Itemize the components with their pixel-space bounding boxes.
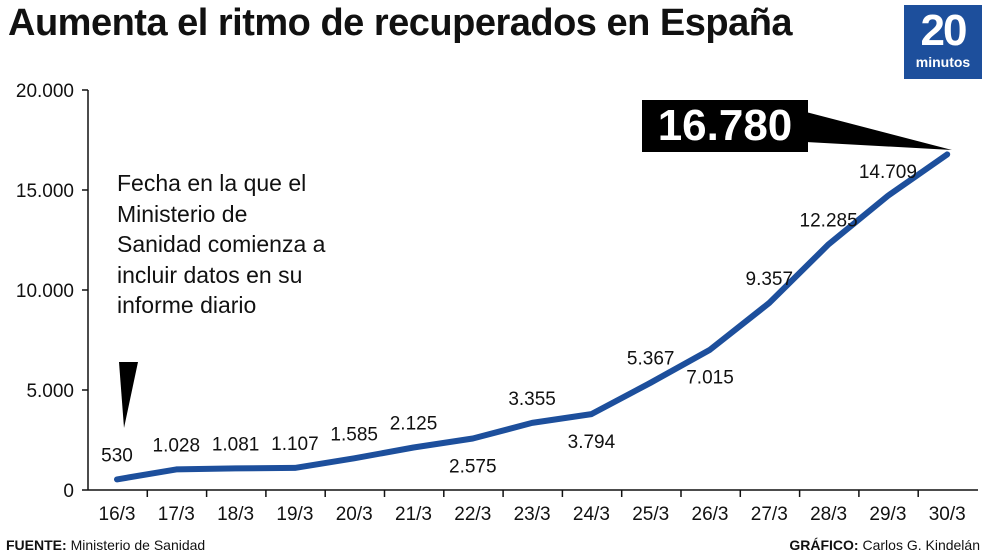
data-label: 7.015 <box>686 368 734 389</box>
credit-text: Carlos G. Kindelán <box>862 537 980 553</box>
highlight-pointer <box>806 112 952 150</box>
x-tick-label: 19/3 <box>276 504 313 525</box>
data-label: 2.575 <box>449 457 497 478</box>
x-tick-label: 16/3 <box>99 504 136 525</box>
y-tick-label: 5.000 <box>26 381 74 402</box>
data-label: 3.355 <box>508 389 556 410</box>
series-line <box>114 151 951 483</box>
brand-logo: 20 minutos <box>904 5 982 79</box>
logo-number: 20 <box>920 6 968 55</box>
data-label: 1.028 <box>153 435 201 456</box>
data-label: 2.125 <box>390 414 438 435</box>
footer-source: FUENTE: Ministerio de Sanidad <box>6 537 205 553</box>
data-label: 530 <box>101 445 133 466</box>
data-label: 5.367 <box>627 349 675 370</box>
x-tick-label: 29/3 <box>869 504 906 525</box>
y-tick-label: 15.000 <box>16 181 74 202</box>
data-label: 1.107 <box>271 434 319 455</box>
x-tick-label: 21/3 <box>395 504 432 525</box>
y-axis-ticks: 0 5.000 10.000 15.000 20.000 <box>16 81 88 502</box>
data-label: 1.081 <box>212 434 260 455</box>
data-label: 9.357 <box>746 269 794 290</box>
logo-text: minutos <box>915 54 971 70</box>
x-tick-label: 30/3 <box>929 504 966 525</box>
x-tick-label: 27/3 <box>751 504 788 525</box>
x-tick-label: 22/3 <box>454 504 491 525</box>
x-tick-label: 26/3 <box>692 504 729 525</box>
highlight-value: 16.780 <box>642 100 808 152</box>
x-tick-label: 28/3 <box>810 504 847 525</box>
x-tick-label: 23/3 <box>514 504 551 525</box>
data-label: 14.709 <box>859 162 917 183</box>
y-tick-label: 0 <box>63 481 74 502</box>
footer-credit: GRÁFICO: Carlos G. Kindelán <box>789 537 980 553</box>
data-labels: 530 1.028 1.081 1.107 1.585 2.125 2.575 3.355 3.… <box>101 162 917 478</box>
annotation-text: Fecha en la que el Ministerio de Sanidad… <box>117 170 326 318</box>
x-tick-label: 17/3 <box>158 504 195 525</box>
source-label: FUENTE: <box>6 537 67 553</box>
x-tick-label: 20/3 <box>336 504 373 525</box>
source-text: Ministerio de Sanidad <box>70 537 206 553</box>
data-label: 1.585 <box>330 424 378 445</box>
x-tick-label: 25/3 <box>632 504 669 525</box>
credit-label: GRÁFICO: <box>789 537 859 553</box>
annotation-pointer <box>119 362 138 428</box>
chart-title: Aumenta el ritmo de recuperados en Españ… <box>8 2 793 44</box>
x-axis-ticks: 16/3 17/3 18/3 19/3 20/3 21/3 22/3 23/3 24/3 25/3… <box>99 490 966 525</box>
data-label: 3.794 <box>568 432 616 453</box>
y-tick-label: 20.000 <box>16 81 74 102</box>
x-tick-label: 18/3 <box>217 504 254 525</box>
y-tick-label: 10.000 <box>16 281 74 302</box>
x-tick-label: 24/3 <box>573 504 610 525</box>
data-label: 12.285 <box>800 210 858 231</box>
